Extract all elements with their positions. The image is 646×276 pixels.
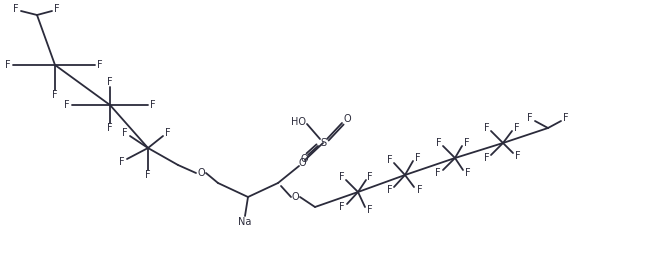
Text: F: F [367, 172, 373, 182]
Text: F: F [436, 138, 442, 148]
Text: O: O [197, 168, 205, 178]
Text: F: F [107, 77, 113, 87]
Text: F: F [367, 205, 373, 215]
Text: F: F [415, 153, 421, 163]
Text: F: F [13, 4, 19, 14]
Text: F: F [64, 100, 70, 110]
Text: F: F [120, 157, 125, 167]
Text: F: F [435, 168, 441, 178]
Text: F: F [107, 123, 113, 133]
Text: F: F [514, 123, 520, 133]
Text: F: F [563, 113, 569, 123]
Text: O: O [343, 114, 351, 124]
Text: O: O [298, 158, 306, 168]
Text: F: F [165, 128, 171, 138]
Text: O: O [300, 154, 307, 164]
Text: F: F [145, 170, 151, 180]
Text: F: F [527, 113, 533, 123]
Text: F: F [150, 100, 156, 110]
Text: F: F [464, 138, 470, 148]
Text: HO: HO [291, 117, 306, 127]
Text: F: F [54, 4, 60, 14]
Text: F: F [52, 90, 57, 100]
Text: F: F [339, 202, 345, 212]
Text: S: S [320, 138, 326, 148]
Text: F: F [5, 60, 11, 70]
Text: F: F [122, 128, 128, 138]
Text: F: F [417, 185, 423, 195]
Text: F: F [387, 155, 393, 165]
Text: F: F [465, 168, 471, 178]
Text: F: F [339, 172, 345, 182]
Text: F: F [484, 123, 490, 133]
Text: F: F [97, 60, 103, 70]
Text: F: F [516, 151, 521, 161]
Text: Na: Na [238, 217, 252, 227]
Text: F: F [484, 153, 490, 163]
Text: F: F [387, 185, 393, 195]
Text: O: O [291, 192, 299, 202]
